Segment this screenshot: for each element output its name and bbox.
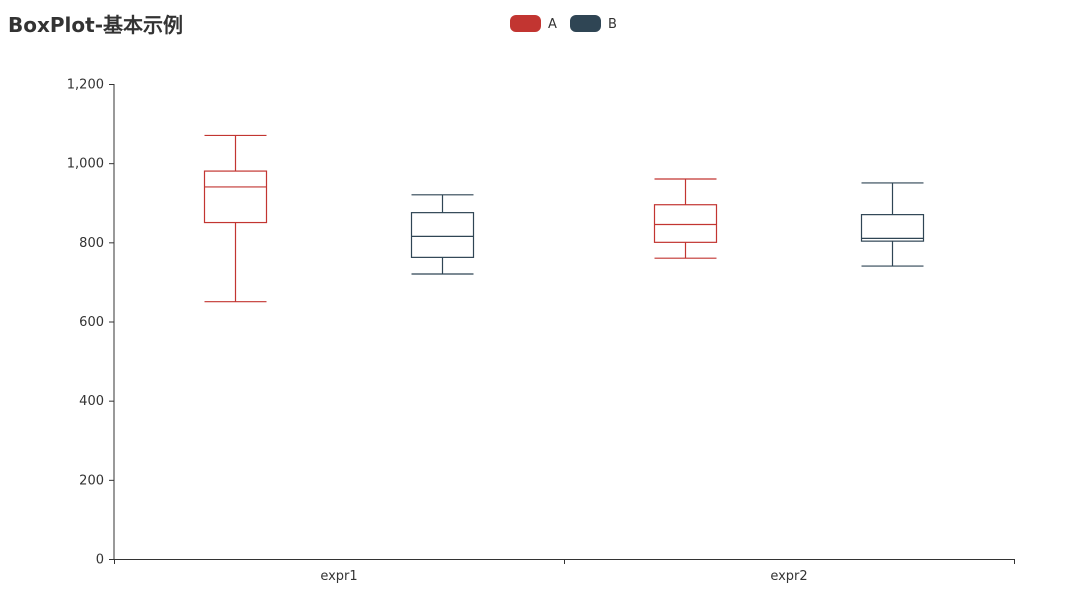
y-tick-label: 400 (79, 394, 104, 409)
y-tick-label: 1,000 (67, 157, 104, 172)
x-tick-label: expr1 (320, 569, 357, 584)
y-tick-label: 0 (96, 553, 104, 568)
box-series-group (203, 134, 925, 303)
box-iqr (410, 212, 475, 258)
box-b-expr2[interactable] (860, 182, 925, 267)
box-iqr (203, 170, 268, 224)
legend-label: B (608, 17, 617, 32)
legend-swatch (510, 15, 541, 32)
legend-item-b[interactable]: B (570, 15, 617, 32)
y-tick-label: 800 (79, 236, 104, 251)
legend-swatch (570, 15, 601, 32)
box-iqr (860, 214, 925, 242)
y-tick-label: 1,200 (67, 78, 104, 93)
x-axis: expr1 expr2 (114, 559, 1015, 584)
box-a-expr1[interactable] (203, 134, 268, 303)
chart-title: BoxPlot-基本示例 (8, 13, 183, 37)
y-tick-label: 600 (79, 315, 104, 330)
y-axis: 0 200 400 600 800 1,000 1,200 (67, 78, 115, 568)
legend-item-a[interactable]: A (510, 15, 557, 32)
box-iqr (653, 204, 718, 243)
y-tick-label: 200 (79, 473, 104, 488)
legend-label: A (548, 17, 557, 32)
box-a-expr2[interactable] (653, 178, 718, 259)
box-b-expr1[interactable] (410, 194, 475, 275)
x-tick-label: expr2 (770, 569, 807, 584)
